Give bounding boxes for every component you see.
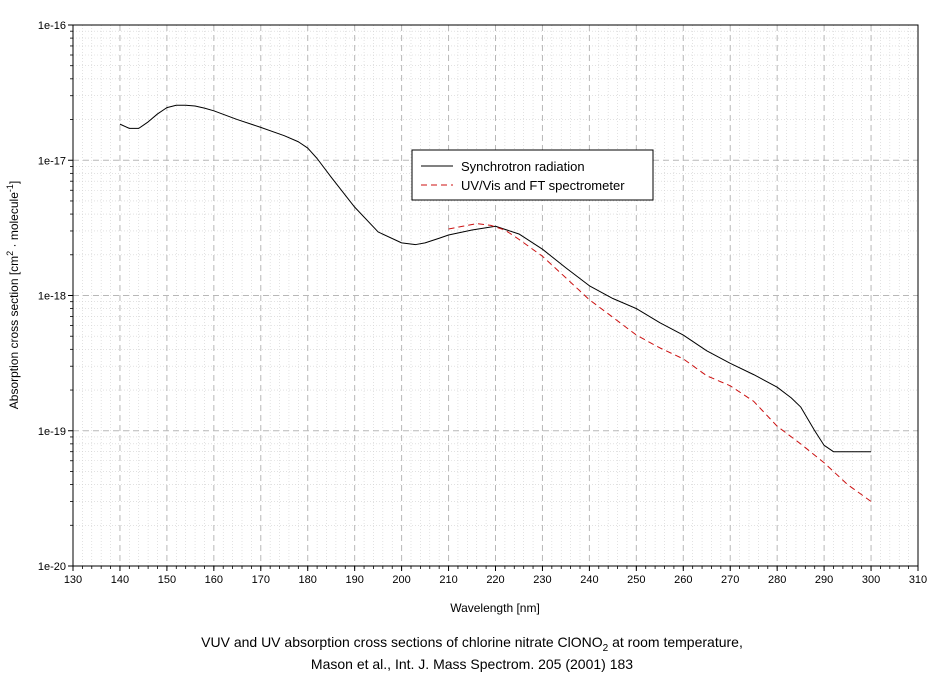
- y-tick-label: 1e-19: [38, 426, 66, 438]
- x-tick-label: 200: [392, 574, 410, 586]
- figure-caption-line-1: VUV and UV absorption cross sections of …: [201, 634, 743, 654]
- y-axis-title: Absorption cross section [cm2 · molecule…: [5, 181, 21, 409]
- series-line-synchrotron: [119, 104, 872, 453]
- x-tick-label: 190: [345, 574, 363, 586]
- x-tick-label: 260: [674, 574, 692, 586]
- series-lines: [119, 104, 872, 502]
- x-tick-label: 270: [721, 574, 739, 586]
- y-tick-label: 1e-20: [38, 561, 66, 573]
- x-tick-label: 180: [299, 574, 317, 586]
- x-tick-label: 290: [815, 574, 833, 586]
- x-tick-label: 150: [158, 574, 176, 586]
- y-tick-label: 1e-16: [38, 20, 66, 32]
- x-tick-label: 300: [862, 574, 880, 586]
- y-tick-label: 1e-18: [38, 291, 66, 303]
- x-tick-label: 210: [439, 574, 457, 586]
- x-tick-label: 280: [768, 574, 786, 586]
- x-tick-label: 240: [580, 574, 598, 586]
- x-tick-label: 220: [486, 574, 504, 586]
- y-tick-labels: 1e-20 1e-19 1e-18 1e-17 1e-16: [38, 20, 66, 573]
- x-tick-label: 160: [205, 574, 223, 586]
- chart: 130 140 150 160 170 180 190 200 210 220 230 240 250 2…: [5, 20, 927, 615]
- y-tick-label: 1e-17: [38, 155, 66, 167]
- x-tick-label: 170: [252, 574, 270, 586]
- x-tick-label: 140: [111, 574, 129, 586]
- axis-ticks: [68, 24, 919, 571]
- legend-label-synchrotron: Synchrotron radiation: [461, 159, 585, 174]
- figure-caption-line-2: Mason et al., Int. J. Mass Spectrom. 205…: [310, 656, 634, 672]
- x-tick-label: 130: [64, 574, 82, 586]
- legend-label-uvvis: UV/Vis and FT spectrometer: [461, 178, 625, 193]
- legend: Synchrotron radiation UV/Vis and FT spec…: [411, 149, 654, 201]
- series-line-uvvis: [448, 223, 872, 502]
- x-tick-label: 250: [627, 574, 645, 586]
- x-tick-label: 310: [909, 574, 927, 586]
- x-tick-labels: 130 140 150 160 170 180 190 200 210 220 230 240 250 2…: [64, 574, 927, 586]
- legend-box: [411, 149, 654, 201]
- x-tick-label: 230: [533, 574, 551, 586]
- x-axis-title: Wavelength [nm]: [450, 601, 540, 615]
